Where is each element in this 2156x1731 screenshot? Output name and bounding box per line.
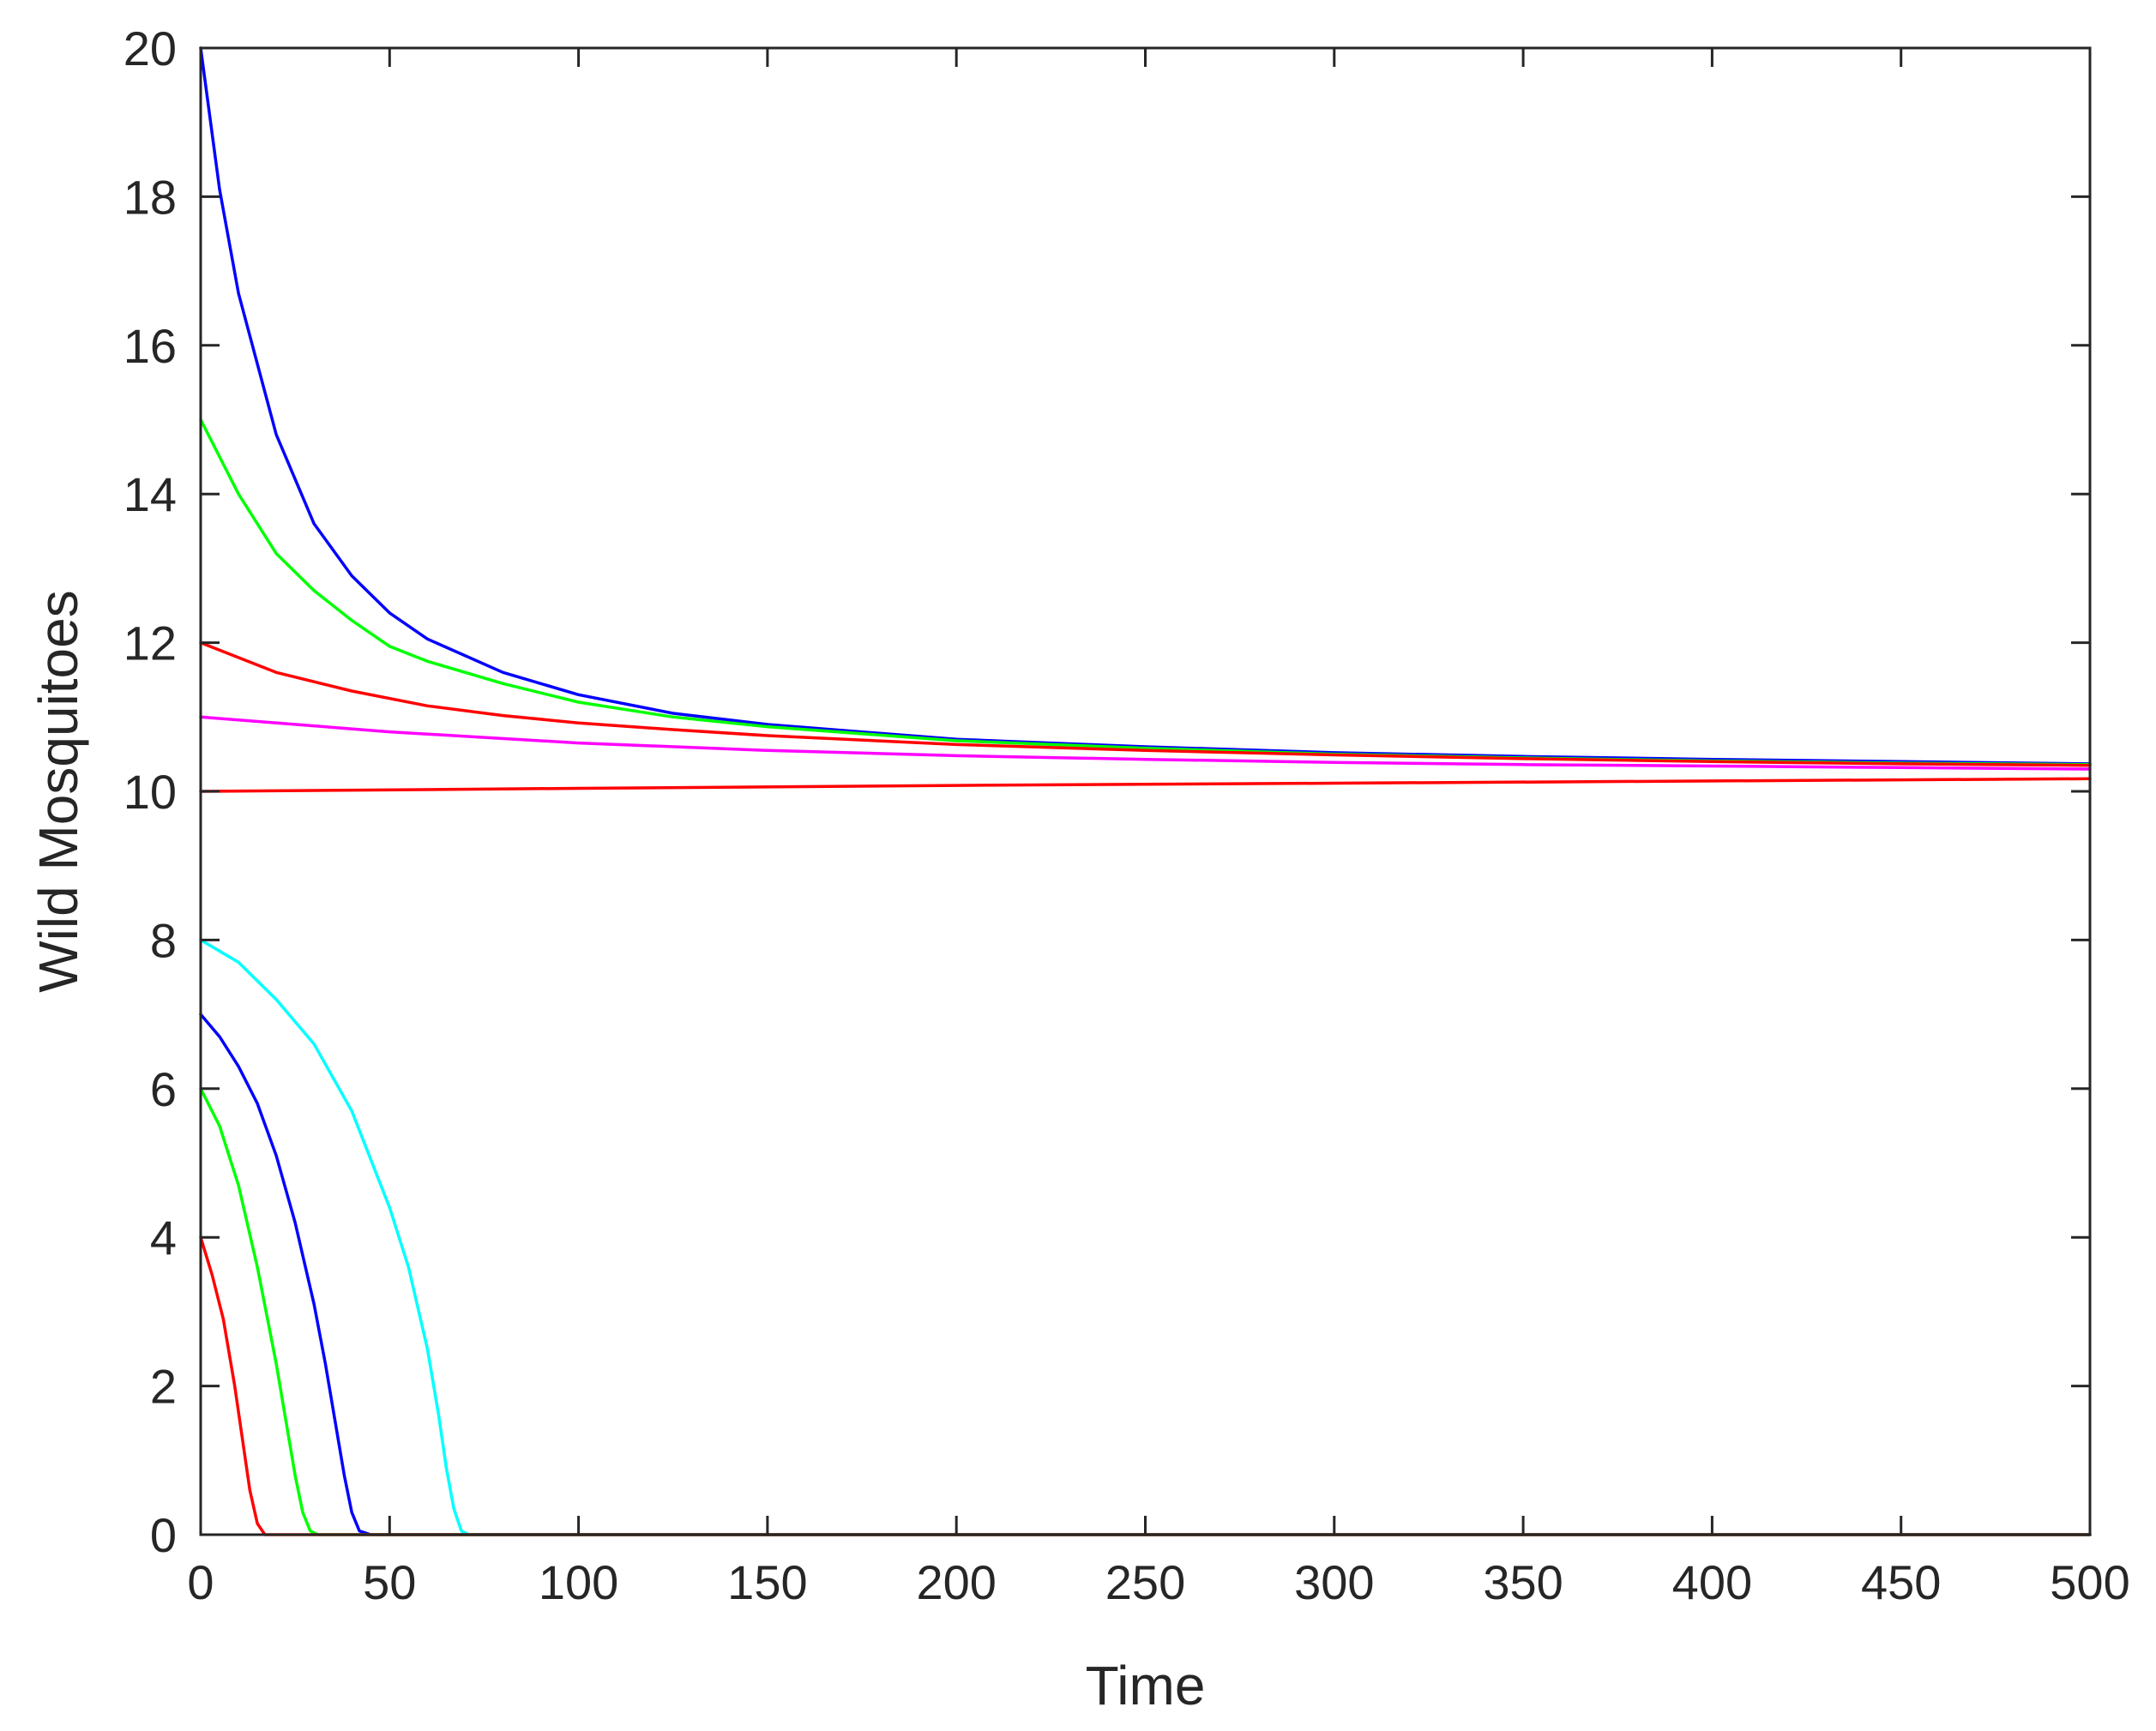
x-tick-label: 50 (363, 1555, 416, 1609)
x-tick-label: 150 (727, 1555, 807, 1609)
y-axis-title: Wild Mosquitoes (27, 590, 89, 993)
series-line-6 (199, 938, 2092, 1536)
series-line-3 (199, 640, 2092, 767)
y-tick-label: 6 (150, 1062, 177, 1116)
x-tick-label: 450 (1861, 1555, 1941, 1609)
tick-layer: 0 50 100 150 200 250 300 350 400 450 500 0 2 4 6 8 10 12 1… (123, 21, 2130, 1609)
x-tick-label: 250 (1105, 1555, 1185, 1609)
x-tick-label: 500 (2050, 1555, 2129, 1609)
y-tick-label: 16 (123, 319, 177, 373)
x-tick-label: 100 (539, 1555, 618, 1609)
series-line-5 (199, 777, 2092, 793)
y-tick-label: 12 (123, 616, 177, 670)
y-tick-label: 20 (123, 21, 177, 75)
x-tick-label: 300 (1294, 1555, 1374, 1609)
series-line-4 (199, 715, 2092, 771)
x-tick-label: 350 (1483, 1555, 1563, 1609)
x-tick-label: 200 (916, 1555, 996, 1609)
y-tick-label: 18 (123, 170, 177, 224)
y-tick-label: 2 (150, 1360, 177, 1414)
y-tick-label: 8 (150, 913, 177, 967)
y-tick-label: 10 (123, 765, 177, 819)
series-line-8 (199, 1087, 2092, 1536)
series-line-7 (199, 1013, 2092, 1536)
y-tick-label: 14 (123, 467, 177, 521)
y-tick-label: 0 (150, 1508, 177, 1562)
y-tick-label: 4 (150, 1211, 177, 1265)
x-axis-title: Time (1086, 1655, 1206, 1716)
x-tick-label: 0 (187, 1555, 214, 1609)
x-tick-label: 400 (1672, 1555, 1752, 1609)
